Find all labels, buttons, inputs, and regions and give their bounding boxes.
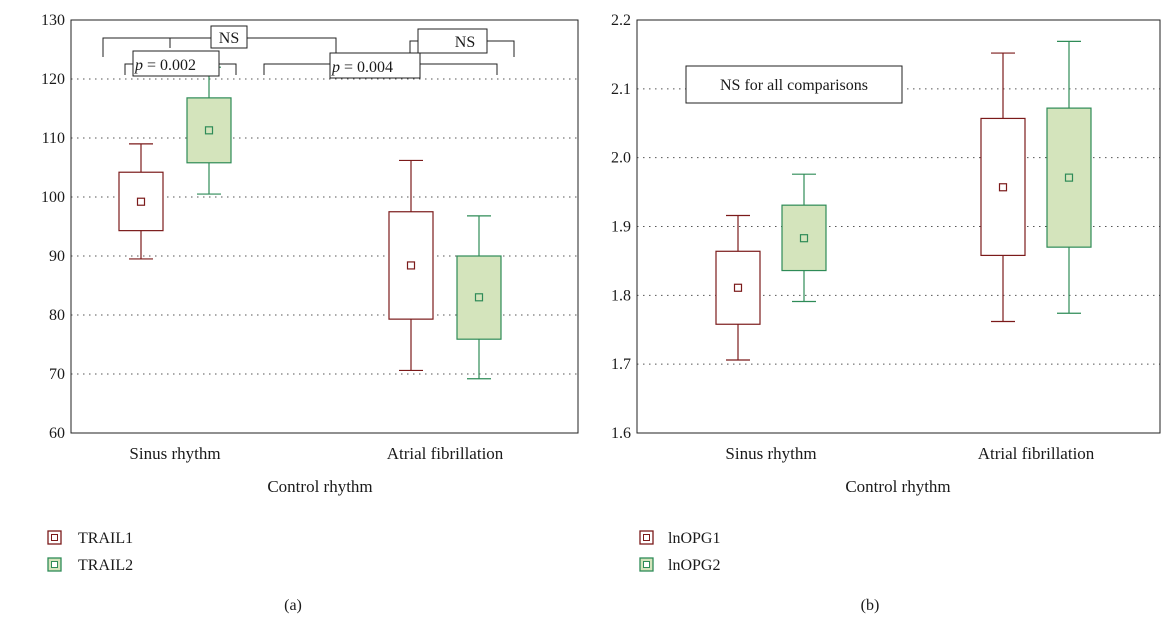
legend-swatch-trail1-marker	[51, 534, 58, 541]
chart-a-boxes	[118, 66, 502, 380]
chart-a-legend: TRAIL1 TRAIL2	[47, 530, 133, 574]
chart-panel-a: 60 70 80 90 100 110 120 130 Sinus rhythm Atrial …	[41, 12, 579, 614]
box-lnopg1-atrial-fibrillation	[980, 52, 1026, 323]
ns-all-comparisons-box	[685, 65, 903, 104]
bracket-ns-top	[102, 37, 337, 57]
y-tick-label: 60	[49, 425, 65, 442]
y-tick-label: 1.7	[611, 356, 631, 373]
chart-a-y-axis: 60 70 80 90 100 110 120 130	[41, 12, 65, 442]
chart-b-annotation: NS for all comparisons	[685, 65, 903, 104]
y-tick-label: 2.2	[611, 12, 631, 29]
y-tick-label: 110	[42, 130, 65, 147]
y-tick-label: 2.0	[611, 150, 631, 167]
y-tick-label: 90	[49, 248, 65, 265]
p-left-label: p = 0.002	[134, 57, 196, 74]
p-left-value: = 0.002	[143, 57, 196, 74]
legend-swatch-lnopg1-marker	[643, 534, 650, 541]
x-category-label: Sinus rhythm	[129, 444, 220, 463]
box-lnopg1-sinus-rhythm	[715, 214, 761, 361]
median-marker	[733, 283, 743, 292]
y-tick-label: 120	[41, 71, 65, 88]
box-trail1-atrial-fibrillation	[388, 159, 434, 372]
legend-item-trail1: TRAIL1	[47, 530, 133, 547]
ns-top-label: NS	[219, 30, 239, 47]
ns-all-comparisons-label: NS for all comparisons	[720, 77, 868, 94]
chart-b-panel-label: (b)	[861, 597, 880, 614]
chart-b-y-axis: 1.6 1.7 1.8 1.9 2.0 2.1 2.2	[611, 12, 631, 442]
median-marker	[1064, 173, 1074, 182]
legend-swatch-lnopg2-marker	[643, 561, 650, 568]
ns-top-box	[210, 25, 248, 49]
p-mid-symbol: p	[331, 59, 340, 76]
x-category-label: Sinus rhythm	[725, 444, 816, 463]
chart-b-boxes	[715, 40, 1092, 361]
y-tick-label: 2.1	[611, 81, 631, 98]
median-marker	[474, 293, 484, 302]
p-mid-label: p = 0.004	[331, 59, 393, 76]
ns-right-label: NS	[455, 34, 475, 51]
y-tick-label: 1.6	[611, 425, 631, 442]
chart-b-x-axis: Sinus rhythm Atrial fibrillation	[725, 444, 1094, 463]
bracket-p-mid	[263, 63, 498, 75]
box-lnopg2-atrial-fibrillation	[1046, 40, 1092, 314]
chart-b-legend: lnOPG1 lnOPG2	[639, 530, 720, 574]
y-tick-label: 1.8	[611, 287, 631, 304]
p-left-symbol: p	[134, 57, 143, 74]
chart-a-plot-frame	[70, 19, 579, 434]
median-marker	[136, 197, 146, 206]
median-marker	[998, 183, 1008, 192]
chart-a-annotation-labels: NS p = 0.002 p = 0.004 NS	[132, 25, 488, 79]
ns-right-box	[417, 28, 488, 54]
legend-label-trail2: TRAIL2	[78, 557, 133, 574]
chart-a-panel-label: (a)	[284, 597, 302, 614]
chart-a-x-axis: Sinus rhythm Atrial fibrillation	[129, 444, 503, 463]
median-marker	[204, 126, 214, 135]
y-tick-label: 70	[49, 366, 65, 383]
legend-label-lnopg2: lnOPG2	[668, 557, 720, 574]
box-body	[388, 211, 434, 320]
box-lnopg2-sinus-rhythm	[781, 173, 827, 303]
median-marker	[406, 261, 416, 270]
x-category-label: Atrial fibrillation	[387, 444, 504, 463]
bracket-p-left	[124, 63, 237, 75]
p-mid-value: = 0.004	[340, 59, 393, 76]
y-tick-label: 80	[49, 307, 65, 324]
legend-item-trail2: TRAIL2	[47, 557, 133, 574]
p-left-box	[132, 50, 220, 77]
legend-label-lnopg1: lnOPG1	[668, 530, 720, 547]
y-tick-label: 1.9	[611, 219, 631, 236]
chart-panel-b: 1.6 1.7 1.8 1.9 2.0 2.1 2.2 Sinus rhythm Atrial…	[611, 12, 1161, 614]
median-marker	[799, 234, 809, 243]
legend-label-trail1: TRAIL1	[78, 530, 133, 547]
legend-swatch-trail2-marker	[51, 561, 58, 568]
box-trail1-sinus-rhythm	[118, 143, 164, 260]
chart-b-plot-frame	[636, 19, 1161, 434]
bracket-ns-right	[409, 40, 515, 57]
chart-a-x-axis-title: Control rhythm	[267, 477, 372, 496]
x-category-label: Atrial fibrillation	[978, 444, 1095, 463]
legend-item-lnopg2: lnOPG2	[639, 557, 720, 574]
legend-item-lnopg1: lnOPG1	[639, 530, 720, 547]
y-tick-label: 100	[41, 189, 65, 206]
box-trail2-atrial-fibrillation	[456, 215, 502, 380]
chart-a-significance-annotations	[102, 37, 515, 75]
box-trail2-sinus-rhythm	[186, 66, 232, 195]
p-mid-box	[329, 52, 421, 79]
chart-b-x-axis-title: Control rhythm	[845, 477, 950, 496]
y-tick-label: 130	[41, 12, 65, 29]
